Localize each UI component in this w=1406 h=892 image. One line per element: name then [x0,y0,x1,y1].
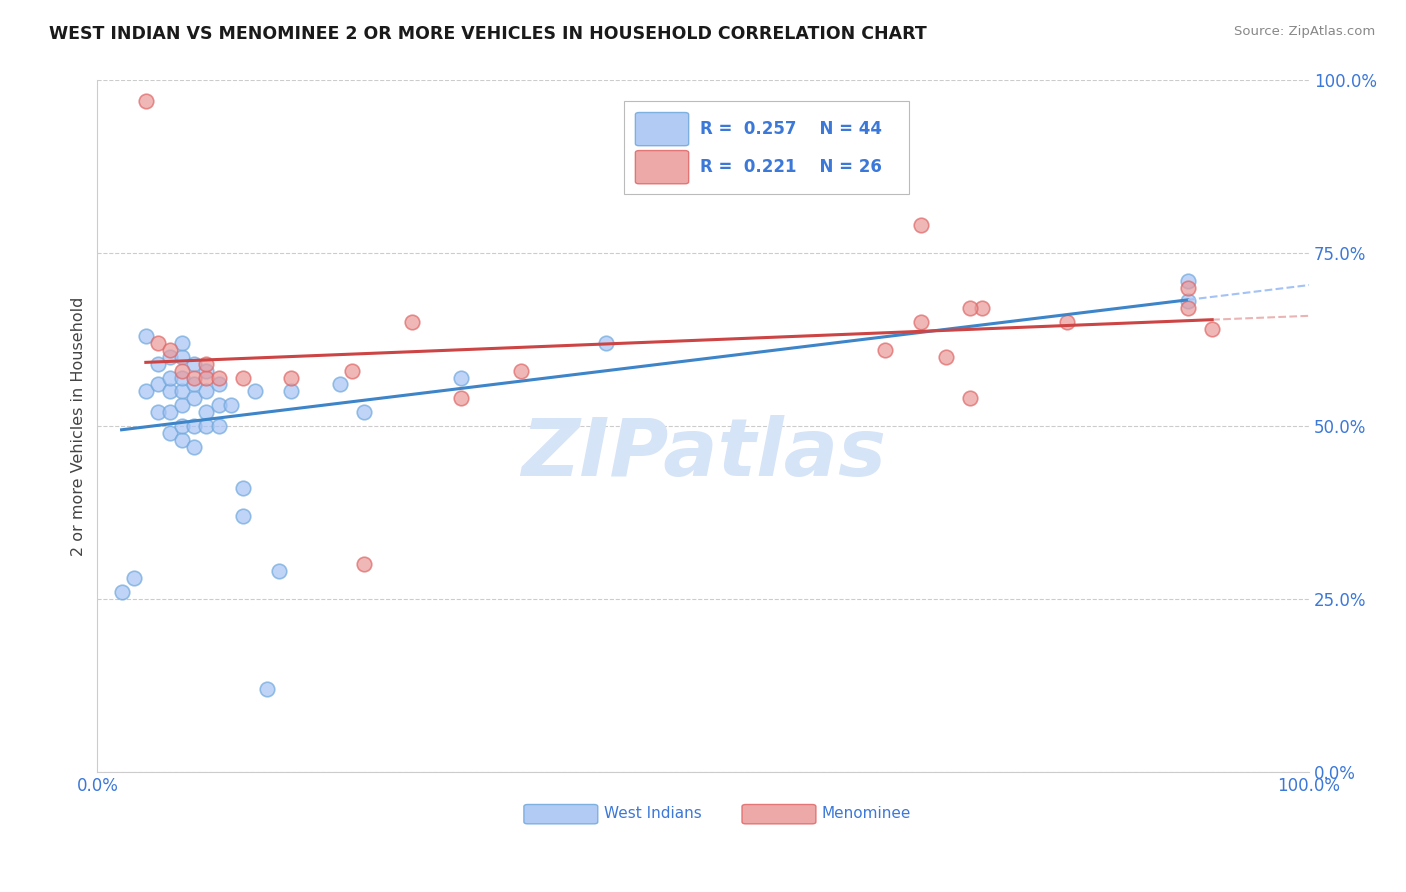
Point [183,357,205,371]
Point [183,392,205,406]
Point [959,392,981,406]
Point [450,392,472,406]
Point [1177,294,1199,309]
Point [243,384,266,399]
Point [207,370,229,384]
Point [280,370,302,384]
Text: R =  0.257    N = 44: R = 0.257 N = 44 [700,120,882,138]
Point [172,363,194,377]
Point [135,384,157,399]
Point [195,419,218,434]
Point [172,433,194,447]
Point [172,419,194,434]
Point [135,329,157,343]
Point [401,315,423,329]
Point [146,405,169,419]
Point [219,398,242,412]
Point [959,301,981,316]
Point [1056,315,1078,329]
Point [910,315,932,329]
Point [232,481,254,495]
FancyBboxPatch shape [636,151,689,184]
Point [135,94,157,108]
Point [232,370,254,384]
Point [873,343,896,357]
Text: West Indians: West Indians [603,806,702,821]
Point [159,343,181,357]
Text: Source: ZipAtlas.com: Source: ZipAtlas.com [1234,25,1375,38]
Point [353,405,375,419]
Point [195,363,218,377]
Point [1201,322,1223,336]
Point [353,558,375,572]
Point [340,363,363,377]
Point [195,384,218,399]
Point [146,357,169,371]
FancyBboxPatch shape [624,101,910,194]
Point [183,440,205,454]
Point [172,350,194,364]
Point [1177,280,1199,294]
Point [159,425,181,440]
Point [510,363,533,377]
Point [183,370,205,384]
Point [110,585,132,599]
Point [172,370,194,384]
Text: WEST INDIAN VS MENOMINEE 2 OR MORE VEHICLES IN HOUSEHOLD CORRELATION CHART: WEST INDIAN VS MENOMINEE 2 OR MORE VEHIC… [49,25,927,43]
Point [232,508,254,523]
Point [183,377,205,392]
Point [450,370,472,384]
Point [280,384,302,399]
Point [269,564,291,578]
Point [935,350,957,364]
Point [207,419,229,434]
Point [183,419,205,434]
Point [207,398,229,412]
FancyBboxPatch shape [742,805,815,824]
Point [159,384,181,399]
FancyBboxPatch shape [636,112,689,145]
Point [195,357,218,371]
Point [146,377,169,392]
Y-axis label: 2 or more Vehicles in Household: 2 or more Vehicles in Household [72,296,86,556]
FancyBboxPatch shape [524,805,598,824]
Text: ZIPatlas: ZIPatlas [520,415,886,492]
Point [146,335,169,350]
Point [122,571,145,585]
Point [195,405,218,419]
Point [329,377,352,392]
Text: R =  0.221    N = 26: R = 0.221 N = 26 [700,158,882,177]
Point [159,405,181,419]
Point [195,370,218,384]
Point [1177,274,1199,288]
Point [595,335,617,350]
Point [910,219,932,233]
Text: Menominee: Menominee [823,806,911,821]
Point [970,301,993,316]
Point [172,384,194,399]
Point [159,350,181,364]
Point [256,681,278,696]
Point [1177,301,1199,316]
Point [172,398,194,412]
Point [172,335,194,350]
Point [159,370,181,384]
Point [207,377,229,392]
